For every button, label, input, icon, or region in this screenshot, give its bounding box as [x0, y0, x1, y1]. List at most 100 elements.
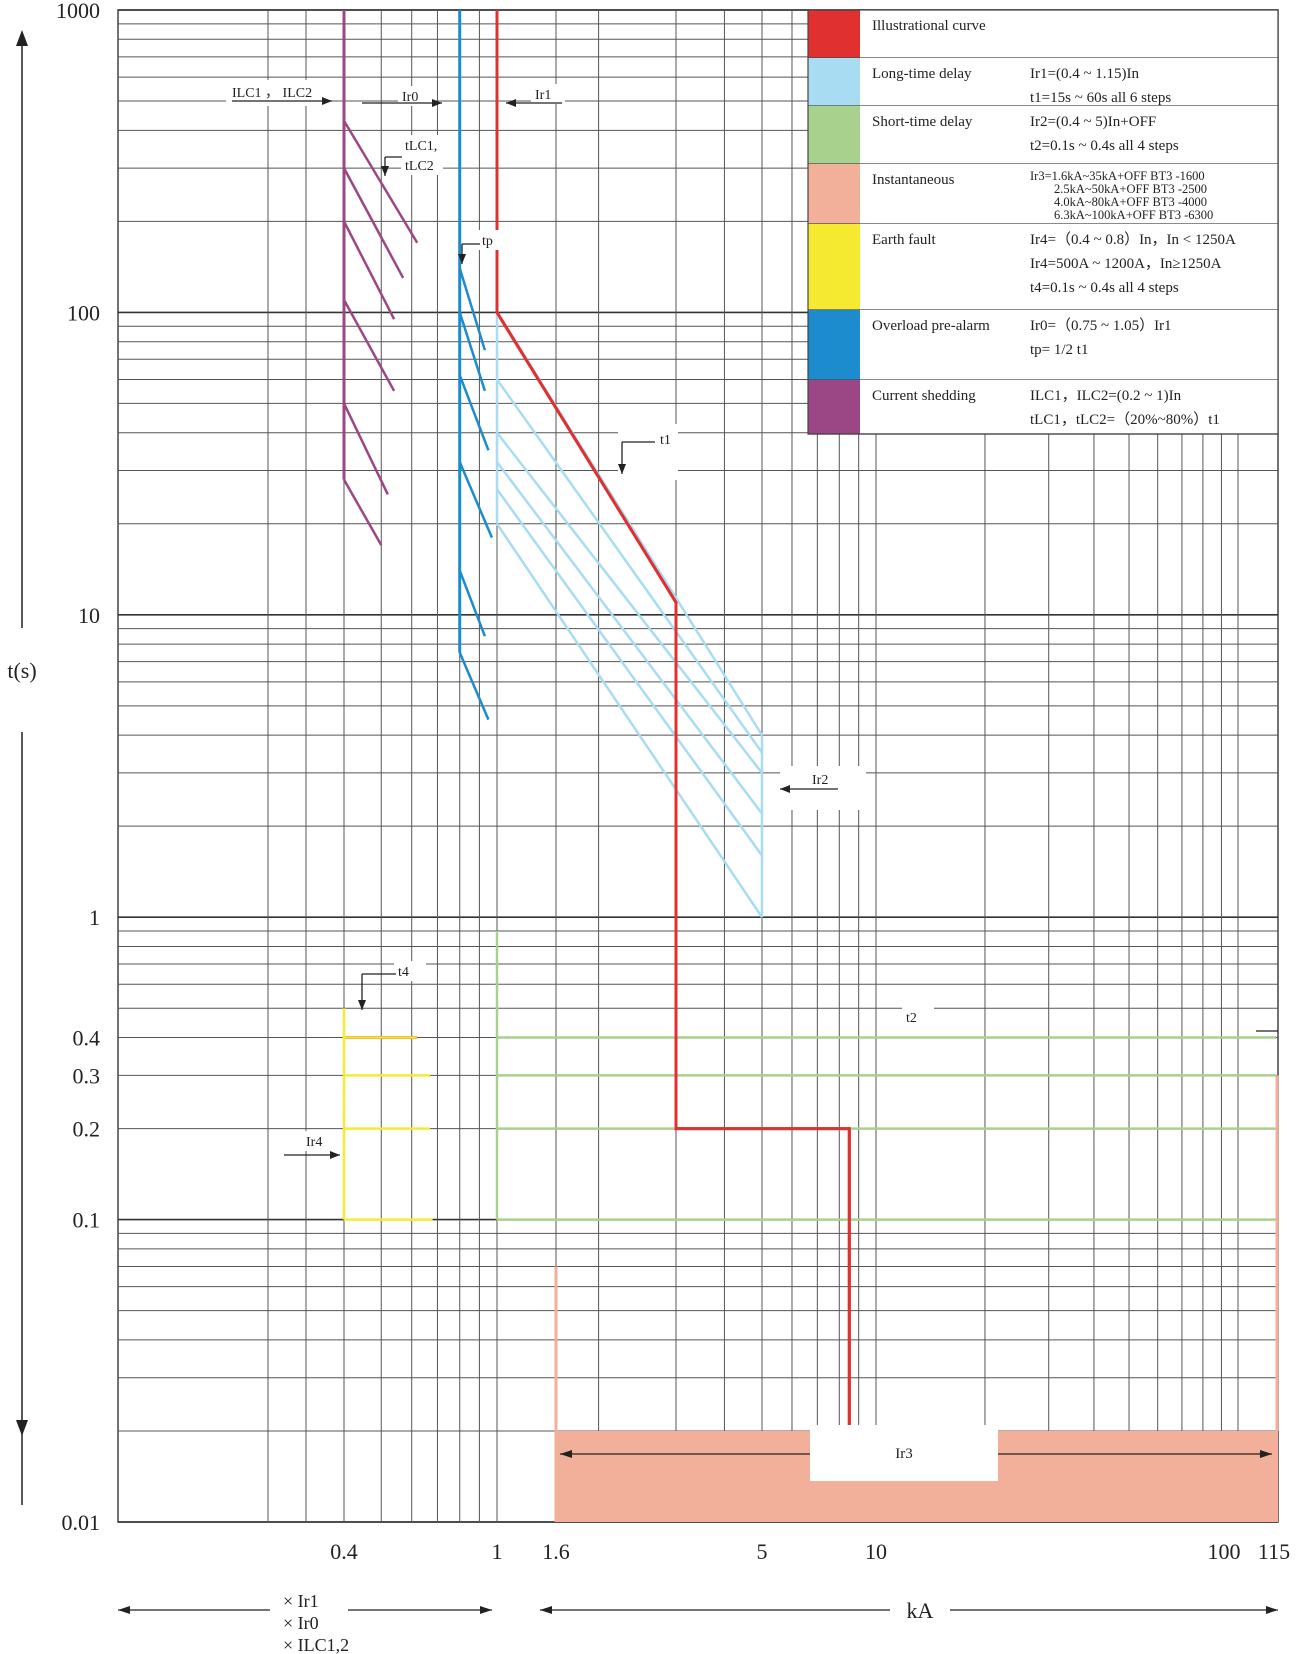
legend-detail: t1=15s ~ 60s all 6 steps: [1030, 90, 1171, 106]
legend-frame: [807, 9, 1279, 435]
annotations: ILC1 ， ILC2 Ir0 Ir1 tLC1, tLC2 tp t1 Ir2 t4 t2 Ir4…: [226, 80, 1278, 1481]
x-tick-label: 115: [1258, 1539, 1290, 1564]
legend-swatch: [808, 164, 860, 224]
x-axis-label-multiple: × Ir0: [283, 1613, 319, 1633]
x-tick-label: 100: [1208, 1539, 1241, 1564]
y-axis-arrow-up: [16, 30, 28, 46]
legend-detail: Ir0=（0.75 ~ 1.05）Ir1: [1030, 317, 1172, 334]
legend-label: Short-time delay: [872, 114, 973, 130]
annotation-arrowhead: [358, 1000, 366, 1010]
legend-row-bg: [808, 380, 1278, 434]
x-tick-label: 1: [492, 1539, 503, 1564]
long-time-band: [496, 431, 763, 774]
tlc2-label: tLC2: [405, 159, 434, 174]
legend-detail: Ir1=(0.4 ~ 1.15)In: [1030, 66, 1140, 82]
x-axis-arrow-left: [540, 1606, 552, 1614]
x-axis-arrow-right: [1266, 1606, 1278, 1614]
ir0-label-bg: [398, 86, 432, 106]
y-tick-label: 0.3: [73, 1063, 101, 1088]
legend-row-bg: [808, 106, 1278, 164]
ir4-label: Ir4: [306, 1135, 322, 1150]
tlc2-label-bg: [401, 155, 443, 175]
ir2-label-bg: [780, 766, 866, 810]
ir4-label-bg: [302, 1131, 336, 1151]
ilc-label: ILC1 ， ILC2: [232, 86, 312, 101]
ir1-label: Ir1: [535, 88, 551, 103]
t1-label: t1: [660, 433, 671, 448]
legend-swatch: [808, 106, 860, 164]
annotation-arrowhead: [458, 254, 466, 264]
legend-detail: 6.3kA~100kA+OFF BT3 -6300: [1054, 208, 1213, 222]
legend-swatch: [808, 310, 860, 380]
legend-detail: Ir4=（0.4 ~ 0.8）In，In < 1250A: [1030, 231, 1236, 248]
legend-detail: t4=0.1s ~ 0.4s all 4 steps: [1030, 280, 1179, 296]
ir3-label: Ir3: [895, 1446, 913, 1462]
illustrational-curve: [495, 10, 851, 1431]
annotation-arrowhead: [322, 97, 332, 105]
legend-swatch: [808, 380, 860, 434]
long-time-band: [495, 523, 764, 918]
legend-label: Earth fault: [872, 232, 937, 248]
tlc1-label: tLC1,: [405, 139, 437, 154]
legend-detail: tp= 1/2 t1: [1030, 342, 1088, 358]
tlc1-label-bg: [401, 135, 451, 155]
ir1-label-bg: [531, 84, 565, 104]
overload-pre-alarm-hatch: [458, 652, 490, 721]
x-tick-label: 10: [865, 1539, 887, 1564]
legend-label: Long-time delay: [872, 66, 972, 82]
legend-detail: ILC1，ILC2=(0.2 ~ 1)In: [1030, 388, 1182, 404]
current-shedding-hatch: [342, 120, 419, 244]
x-tick-label: 5: [757, 1539, 768, 1564]
overload-pre-alarm-hatch: [458, 570, 487, 637]
legend-detail: 2.5kA~50kA+OFF BT3 -2500: [1054, 182, 1207, 196]
x-axis-label-multiple: × Ir1: [283, 1591, 319, 1611]
overload-pre-alarm-hatch: [458, 267, 487, 351]
t4-label: t4: [398, 965, 409, 980]
legend-detail: t2=0.1s ~ 0.4s all 4 steps: [1030, 138, 1179, 154]
axes: 1000 100 10 1 0.4 0.3 0.2 0.1 0.01 0.4 1 1.6 5 10 100 1…: [7, 0, 1290, 1654]
ilc-label-bg: [226, 80, 330, 106]
legend-swatch: [808, 224, 860, 310]
annotation-arrowhead: [381, 166, 389, 176]
t4-label-bg: [394, 961, 426, 981]
long-time-band: [495, 488, 764, 857]
x-tick-label: 1.6: [542, 1539, 570, 1564]
overload-pre-alarm-hatch: [458, 312, 487, 392]
x-axis-label-multiple: × ILC1,2: [283, 1635, 349, 1654]
legend-detail: 4.0kA~80kA+OFF BT3 -4000: [1054, 195, 1207, 209]
y-tick-label: 1: [89, 905, 100, 930]
legend: Illustrational curve Long-time delay Ir1=(…: [807, 9, 1279, 435]
annotation-arrowhead: [1260, 1450, 1272, 1458]
overload-pre-alarm-hatch: [458, 374, 490, 451]
legend-label: Instantaneous: [872, 172, 955, 188]
y-tick-label: 0.4: [73, 1026, 101, 1051]
legend-swatch: [808, 10, 860, 58]
x-axis-label-ka: kA: [907, 1598, 934, 1623]
t1-label-bg: [618, 424, 678, 480]
legend-label: Illustrational curve: [872, 18, 986, 34]
x-axis-arrow-right: [480, 1606, 492, 1614]
annotation-arrowhead: [330, 1151, 340, 1159]
legend-row-bg: [808, 58, 1278, 106]
long-time-band: [495, 378, 764, 754]
annotation-arrowhead: [506, 99, 516, 107]
y-tick-label: 0.2: [73, 1117, 101, 1142]
legend-detail: tLC1，tLC2=（20%~80%）t1: [1030, 411, 1220, 428]
current-shedding-hatch: [342, 478, 383, 546]
annotation-arrowhead: [560, 1450, 572, 1458]
legend-row-bg: [808, 310, 1278, 380]
current-shedding-hatch: [342, 402, 389, 496]
legend-detail: Ir4=500A ~ 1200A，In≥1250A: [1030, 256, 1222, 272]
t2-label: t2: [906, 1011, 917, 1026]
x-axis-arrow-left: [118, 1606, 130, 1614]
y-tick-label: 0.1: [73, 1208, 101, 1233]
overload-pre-alarm-hatch: [458, 461, 494, 539]
ir2-label: Ir2: [812, 773, 828, 788]
current-shedding-hatch: [342, 220, 396, 320]
legend-swatch: [808, 58, 860, 106]
current-shedding-hatch: [342, 167, 405, 279]
y-tick-label: 100: [67, 300, 100, 325]
y-tick-label: 0.01: [62, 1510, 101, 1535]
ir3-label-bg: [810, 1425, 998, 1481]
